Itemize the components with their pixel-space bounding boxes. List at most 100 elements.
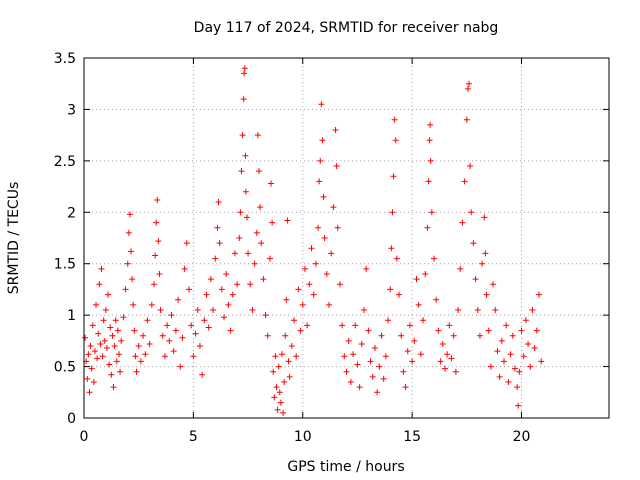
data-point xyxy=(420,317,427,324)
data-point xyxy=(538,358,545,365)
data-point xyxy=(369,373,376,380)
data-point xyxy=(242,152,249,159)
data-point xyxy=(376,363,383,370)
data-point xyxy=(168,312,175,319)
data-point xyxy=(236,235,243,241)
data-point xyxy=(258,240,265,247)
data-point xyxy=(122,286,129,293)
y-tick-label: 2.5 xyxy=(54,154,76,170)
data-point xyxy=(402,384,409,391)
data-point xyxy=(85,351,92,358)
data-point xyxy=(270,368,277,375)
data-point xyxy=(247,281,254,288)
data-point xyxy=(448,355,455,362)
data-point xyxy=(97,340,104,347)
x-tick-label: 0 xyxy=(80,429,89,445)
data-point xyxy=(159,332,166,339)
data-point xyxy=(479,260,486,267)
data-point xyxy=(481,214,488,221)
data-point xyxy=(522,317,529,324)
data-point xyxy=(280,409,287,416)
data-point xyxy=(284,217,291,224)
data-point xyxy=(218,286,225,293)
data-point xyxy=(474,307,481,313)
data-point xyxy=(520,353,527,360)
data-point xyxy=(177,363,184,370)
data-point xyxy=(378,332,385,339)
data-point xyxy=(110,384,117,391)
data-point xyxy=(487,363,494,370)
chart-title: Day 117 of 2024, SRMTID for receiver nab… xyxy=(194,20,499,36)
data-point xyxy=(409,358,416,365)
data-point xyxy=(239,132,246,139)
data-point xyxy=(498,337,505,344)
data-point xyxy=(452,368,459,375)
data-point xyxy=(468,209,475,216)
data-point xyxy=(117,368,124,375)
data-point xyxy=(275,363,282,370)
data-point xyxy=(89,322,96,329)
data-point xyxy=(166,337,173,344)
data-point xyxy=(192,330,199,337)
x-tick-label: 15 xyxy=(403,429,421,445)
data-point xyxy=(525,340,532,347)
data-point xyxy=(415,301,422,308)
data-point xyxy=(317,157,324,164)
data-point xyxy=(427,121,434,128)
data-point xyxy=(482,250,489,257)
y-tick-label: 1 xyxy=(67,308,76,324)
data-point xyxy=(107,324,114,331)
data-point xyxy=(354,361,361,368)
data-point xyxy=(476,332,483,339)
data-point xyxy=(212,255,219,262)
data-point xyxy=(350,351,357,358)
y-tick-label: 2 xyxy=(67,205,76,221)
data-point xyxy=(227,327,234,334)
data-point xyxy=(490,281,497,288)
data-point xyxy=(374,389,381,396)
data-point xyxy=(106,361,113,368)
data-point xyxy=(268,180,275,187)
data-point xyxy=(390,173,397,180)
data-point xyxy=(496,373,503,380)
data-point xyxy=(315,224,322,231)
data-point xyxy=(190,353,197,360)
data-point xyxy=(365,327,372,334)
x-tick-label: 10 xyxy=(294,429,312,445)
data-point xyxy=(205,324,212,331)
data-point xyxy=(125,229,132,236)
data-point xyxy=(194,307,201,313)
data-point xyxy=(312,260,319,267)
data-point xyxy=(172,327,179,334)
data-point xyxy=(94,355,101,362)
data-point xyxy=(102,307,109,313)
data-point xyxy=(269,219,276,226)
data-point xyxy=(318,101,325,108)
data-point xyxy=(114,327,121,334)
plot-frame xyxy=(83,57,610,419)
data-point xyxy=(450,332,457,339)
x-axis-label: GPS time / hours xyxy=(287,459,404,475)
data-point xyxy=(240,96,247,103)
data-point xyxy=(238,168,245,175)
data-point xyxy=(411,337,418,344)
data-point xyxy=(427,157,434,164)
data-point xyxy=(363,265,370,272)
data-point xyxy=(131,327,138,334)
data-point xyxy=(396,291,402,298)
data-point xyxy=(153,219,160,226)
data-point xyxy=(271,394,278,401)
data-point xyxy=(319,137,326,144)
data-point xyxy=(231,250,238,257)
data-point xyxy=(446,322,453,329)
data-point xyxy=(164,322,171,329)
data-point xyxy=(431,255,437,262)
data-point xyxy=(196,343,203,349)
data-point xyxy=(253,229,260,236)
data-point xyxy=(241,65,248,72)
data-point xyxy=(142,351,149,358)
data-point xyxy=(207,276,214,283)
data-point xyxy=(328,250,335,257)
data-point xyxy=(111,343,118,349)
data-point xyxy=(464,85,471,92)
